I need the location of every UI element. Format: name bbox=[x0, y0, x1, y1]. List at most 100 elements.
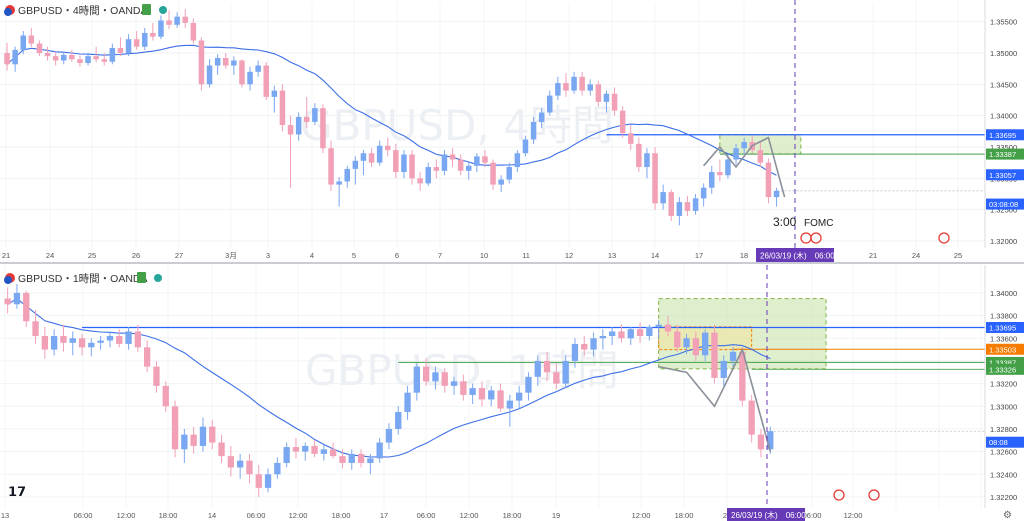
panel-4h-time-axis[interactable] bbox=[0, 248, 985, 262]
candle-body bbox=[384, 145, 391, 151]
x-tick-label: 06:00 bbox=[247, 511, 266, 520]
panel-1h[interactable]: GBPUSD, 1時間 GBPUSD・1時間・OANDA 𝟭𝟳 1.340001… bbox=[0, 264, 1024, 521]
market-status-icon[interactable] bbox=[142, 4, 151, 15]
candle-body bbox=[611, 93, 618, 111]
candle-body bbox=[579, 76, 585, 91]
event-flag-icon[interactable] bbox=[800, 232, 812, 244]
candle-body bbox=[587, 84, 594, 91]
x-tick-label: 11 bbox=[522, 251, 530, 260]
event-icon-group[interactable] bbox=[800, 232, 950, 244]
candle-body bbox=[190, 434, 197, 446]
panel-1h-event-icons[interactable] bbox=[833, 489, 880, 501]
candle-body bbox=[668, 192, 675, 216]
live-status-icon[interactable] bbox=[159, 6, 167, 14]
price-label: 03:08:08 bbox=[989, 200, 1018, 209]
panel-4h-time-marker-badge bbox=[756, 248, 834, 262]
event-flag-icon[interactable] bbox=[833, 489, 845, 501]
panel-1h-pattern-drawing[interactable] bbox=[658, 347, 772, 452]
live-status-icon[interactable] bbox=[154, 274, 162, 282]
panel-1h-price-axis[interactable] bbox=[985, 265, 1024, 508]
candle-body bbox=[41, 336, 49, 350]
x-tick-label: 24 bbox=[46, 251, 54, 260]
price-label-badge bbox=[986, 198, 1024, 210]
candle-body bbox=[571, 76, 577, 91]
candle-body bbox=[432, 372, 439, 382]
x-tick-label: 10 bbox=[480, 251, 488, 260]
x-tick-label: 25 bbox=[88, 251, 96, 260]
candle-body bbox=[44, 52, 51, 57]
candle-body bbox=[93, 56, 99, 60]
x-tick-label: 24 bbox=[912, 251, 920, 260]
panel-1h-candles bbox=[4, 283, 774, 497]
x-tick-label: 12:00 bbox=[632, 511, 651, 520]
x-tick-label: 26 bbox=[132, 251, 140, 260]
panel-1h-symbol-title[interactable]: GBPUSD・1時間・OANDA bbox=[18, 273, 148, 285]
x-tick-label: 18:00 bbox=[332, 511, 351, 520]
panel-4h-watermark: GBPUSD, 4時間 bbox=[300, 101, 614, 150]
candle-body bbox=[595, 84, 602, 102]
candle-body bbox=[218, 442, 225, 457]
flag-us-icon bbox=[4, 8, 12, 16]
candle-body bbox=[78, 338, 86, 348]
candle-body bbox=[729, 351, 737, 361]
y-tick-label: 1.32000 bbox=[990, 237, 1017, 246]
event-flag-icon[interactable] bbox=[938, 232, 950, 244]
candle-body bbox=[222, 58, 229, 66]
x-tick-label: 06:00 bbox=[803, 511, 822, 520]
event-flag-icon[interactable] bbox=[868, 489, 880, 501]
candle-body bbox=[312, 108, 318, 122]
candle-body bbox=[60, 336, 67, 343]
candle-body bbox=[660, 192, 666, 204]
candle-body bbox=[125, 331, 132, 344]
candle-body bbox=[227, 456, 235, 468]
candle-body bbox=[141, 32, 148, 47]
candle-body bbox=[339, 456, 346, 463]
candle-body bbox=[133, 39, 140, 47]
event-flag-icon[interactable] bbox=[810, 232, 822, 244]
candle-body bbox=[460, 381, 467, 395]
panel-1h-time-axis[interactable] bbox=[0, 508, 985, 521]
panel-4h-grid bbox=[0, 2, 985, 248]
candle-body bbox=[599, 336, 607, 339]
panel-4h-pattern-drawing[interactable] bbox=[702, 136, 786, 198]
x-tick-label: 4 bbox=[310, 251, 314, 260]
candle-body bbox=[52, 56, 59, 61]
candle-body bbox=[733, 148, 739, 160]
panel-4h[interactable]: GBPUSD, 4時間 3:00 FOMC GBPUSD・4時間・OANDA 1… bbox=[0, 0, 1024, 262]
candle-body bbox=[263, 65, 270, 97]
x-tick-label: 3 bbox=[266, 251, 270, 260]
candle-body bbox=[422, 366, 430, 382]
y-tick-label: 1.34000 bbox=[990, 289, 1017, 298]
panel-4h-symbol-title[interactable]: GBPUSD・4時間・OANDA bbox=[18, 5, 148, 17]
market-status-icon[interactable] bbox=[137, 272, 146, 283]
candle-body bbox=[773, 190, 780, 198]
candle-body bbox=[174, 16, 180, 25]
panel-4h-x-tick-labels: 21 24 25 26 27 3月 3 4 5 6 7 10 11 12 13 14 17 18 21 24 25 bbox=[2, 251, 962, 260]
annotation-time: 3:00 bbox=[773, 215, 797, 229]
x-tick-label: 12:00 bbox=[460, 511, 479, 520]
candle-body bbox=[674, 331, 681, 348]
candle-body bbox=[134, 331, 142, 348]
settings-gear-icon[interactable]: ⚙ bbox=[1003, 510, 1012, 521]
x-tick-label: 12 bbox=[565, 251, 573, 260]
price-label: 1.33387 bbox=[989, 358, 1016, 367]
candle-body bbox=[302, 445, 309, 452]
panel-4h-moving-average[interactable] bbox=[6, 44, 777, 176]
price-label: 1.33326 bbox=[989, 365, 1016, 374]
y-tick-label: 1.32200 bbox=[990, 493, 1017, 502]
candle-body bbox=[757, 434, 765, 450]
x-tick-label: 18:00 bbox=[159, 511, 178, 520]
price-label-badge bbox=[986, 322, 1024, 333]
candle-body bbox=[166, 20, 172, 25]
x-tick-label: 14 bbox=[651, 251, 659, 260]
candle-body bbox=[36, 43, 43, 53]
candle-body bbox=[150, 32, 156, 37]
tradingview-logo: 𝟭𝟳 bbox=[8, 484, 26, 499]
candle-body bbox=[538, 112, 545, 122]
candle-body bbox=[158, 20, 164, 37]
candle-body bbox=[652, 153, 658, 204]
candle-body bbox=[717, 172, 723, 176]
candle-body bbox=[692, 198, 699, 211]
